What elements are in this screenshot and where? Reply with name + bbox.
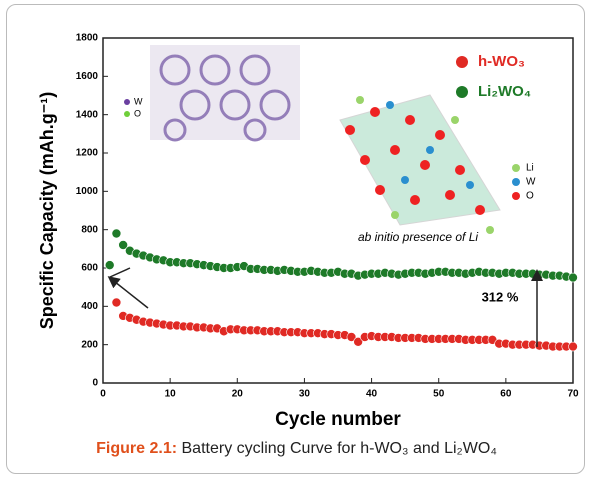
legend-label: Li₂WO₄	[478, 83, 531, 100]
inset-label: O	[526, 191, 534, 202]
legend-marker	[456, 56, 468, 68]
x-tick-label: 0	[100, 389, 106, 400]
x-tick-label: 60	[500, 389, 512, 400]
y-tick-label: 800	[81, 224, 98, 235]
legend-label: h-WO₃	[478, 53, 525, 70]
legend-dot	[512, 164, 520, 172]
inset-label: W	[134, 96, 143, 106]
annotation: 312 %	[482, 289, 519, 304]
legend-dot	[512, 192, 520, 200]
y-tick-label: 1200	[76, 148, 99, 159]
annotation: ab initio presence of Li	[358, 230, 478, 244]
y-tick-label: 1600	[76, 71, 99, 82]
y-tick-label: 1400	[76, 109, 99, 120]
caption-label: Figure 2.1:	[96, 440, 178, 457]
inset-label: Li	[526, 163, 534, 174]
point	[346, 332, 357, 342]
point	[111, 228, 122, 239]
legend-dot	[124, 111, 130, 117]
x-axis-title: Cycle number	[275, 409, 401, 430]
y-axis-title: Specific Capacity (mAh.g⁻¹)	[37, 92, 57, 330]
x-tick-label: 40	[366, 389, 378, 400]
point	[118, 240, 128, 250]
point	[104, 260, 115, 270]
legend-dot	[512, 178, 520, 186]
y-tick-label: 0	[92, 378, 98, 389]
arrow	[109, 267, 131, 278]
caption-text: Battery cycling Curve for h-WO₃ and Li₂W…	[181, 440, 497, 457]
legend-dot	[124, 99, 130, 105]
plot-frame	[102, 37, 574, 384]
point	[111, 297, 122, 308]
y-tick-label: 600	[81, 263, 98, 274]
point	[353, 336, 363, 347]
x-tick-label: 10	[165, 389, 177, 400]
y-tick-label: 1000	[76, 186, 99, 197]
arrow	[107, 276, 149, 309]
legend-marker	[456, 86, 468, 98]
inset-structure	[339, 94, 501, 234]
point	[568, 341, 578, 352]
point	[568, 272, 578, 283]
inset-structure	[150, 45, 300, 142]
chart: W O Li W O ab initio presence of Li 0200…	[37, 33, 579, 430]
y-tick-label: 200	[81, 339, 98, 350]
x-tick-label: 70	[567, 389, 579, 400]
x-tick-label: 20	[232, 389, 244, 400]
frame	[6, 4, 585, 474]
x-tick-label: 30	[299, 389, 311, 400]
inset-label: O	[134, 108, 141, 118]
caption: Figure 2.1: Battery cycling Curve for h-…	[0, 440, 593, 458]
inset-label: W	[526, 177, 536, 188]
y-tick-label: 1800	[76, 33, 99, 44]
x-tick-label: 50	[433, 389, 445, 400]
y-tick-label: 400	[81, 301, 98, 312]
